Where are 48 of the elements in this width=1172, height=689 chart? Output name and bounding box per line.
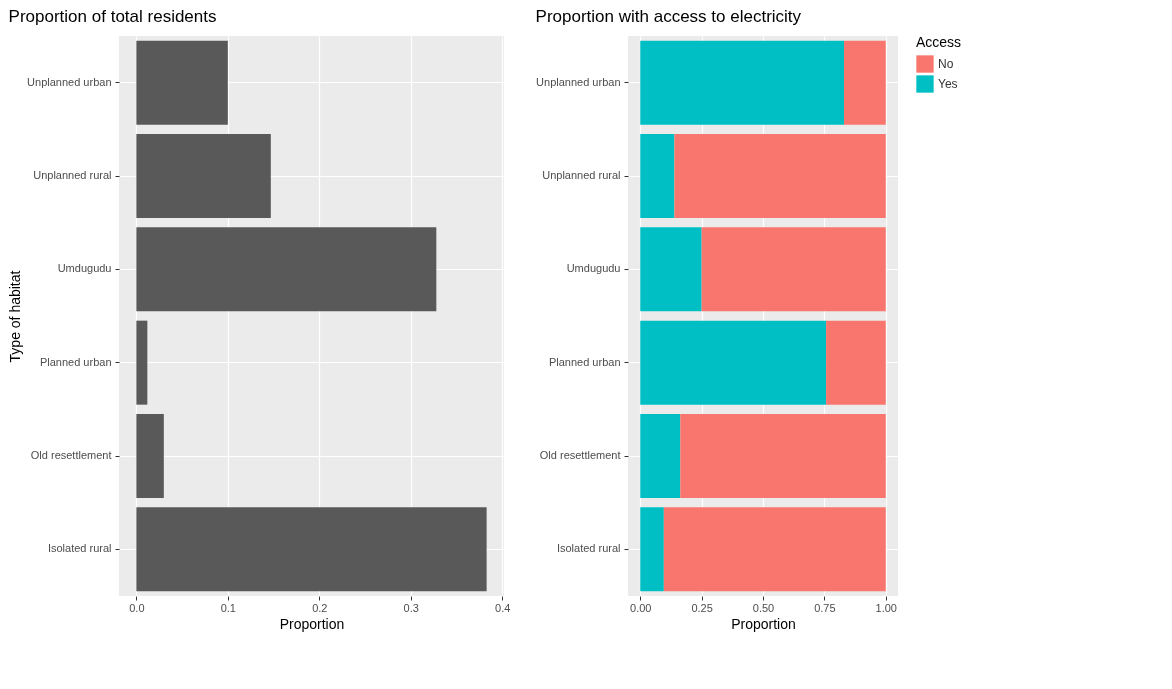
x-tick-label: 0.25 — [691, 601, 713, 614]
x-tick-label: 0.3 — [403, 601, 419, 614]
y-tick-label: Unplanned urban — [27, 75, 112, 88]
bar — [680, 414, 886, 498]
x-tick-label: 0.4 — [495, 601, 511, 614]
bar — [640, 414, 681, 498]
bar — [826, 320, 886, 405]
bar — [136, 414, 164, 498]
x-tick-label: 1.00 — [875, 601, 897, 614]
bar — [640, 227, 702, 312]
chart-title: Proportion with access to electricity — [535, 7, 802, 26]
x-axis-title: Proportion — [279, 615, 345, 632]
bar — [136, 320, 148, 405]
bar — [640, 134, 675, 218]
y-tick-label: Umdugudu — [57, 262, 112, 275]
x-axis-title: Proportion — [731, 615, 796, 632]
x-tick-label: 0.50 — [752, 601, 775, 614]
y-tick-label: Isolated rural — [556, 542, 621, 555]
y-tick-label: Unplanned rural — [542, 169, 621, 181]
bar — [640, 40, 844, 125]
legend-title: Access — [916, 34, 962, 50]
y-tick-label: Old resettlement — [30, 449, 112, 461]
x-tick-label: 0.2 — [312, 601, 328, 614]
x-tick-label: 0.00 — [630, 601, 652, 614]
y-tick-label: Old resettlement — [539, 449, 621, 461]
bar — [640, 507, 664, 592]
y-tick-label: Unplanned urban — [536, 75, 621, 88]
y-axis-title: Type of habitat — [7, 270, 24, 363]
bar — [136, 227, 437, 312]
bar — [136, 40, 228, 125]
y-tick-label: Isolated rural — [47, 542, 112, 555]
bar — [136, 507, 487, 592]
bar — [663, 507, 886, 592]
bar — [674, 134, 886, 218]
bar — [640, 320, 827, 405]
bar — [136, 134, 271, 218]
y-tick-label: Planned urban — [39, 355, 112, 368]
bar — [844, 40, 886, 125]
legend-label: No — [938, 57, 954, 71]
y-tick-label: Planned urban — [548, 355, 621, 368]
y-tick-label: Unplanned rural — [33, 169, 112, 181]
bar — [701, 227, 886, 312]
legend-label: Yes — [938, 77, 958, 91]
chart-title: Proportion of total residents — [8, 7, 217, 26]
x-tick-label: 0.1 — [220, 601, 236, 614]
y-tick-label: Umdugudu — [566, 262, 621, 275]
x-tick-label: 0.75 — [814, 601, 836, 614]
x-tick-label: 0.0 — [129, 601, 145, 614]
